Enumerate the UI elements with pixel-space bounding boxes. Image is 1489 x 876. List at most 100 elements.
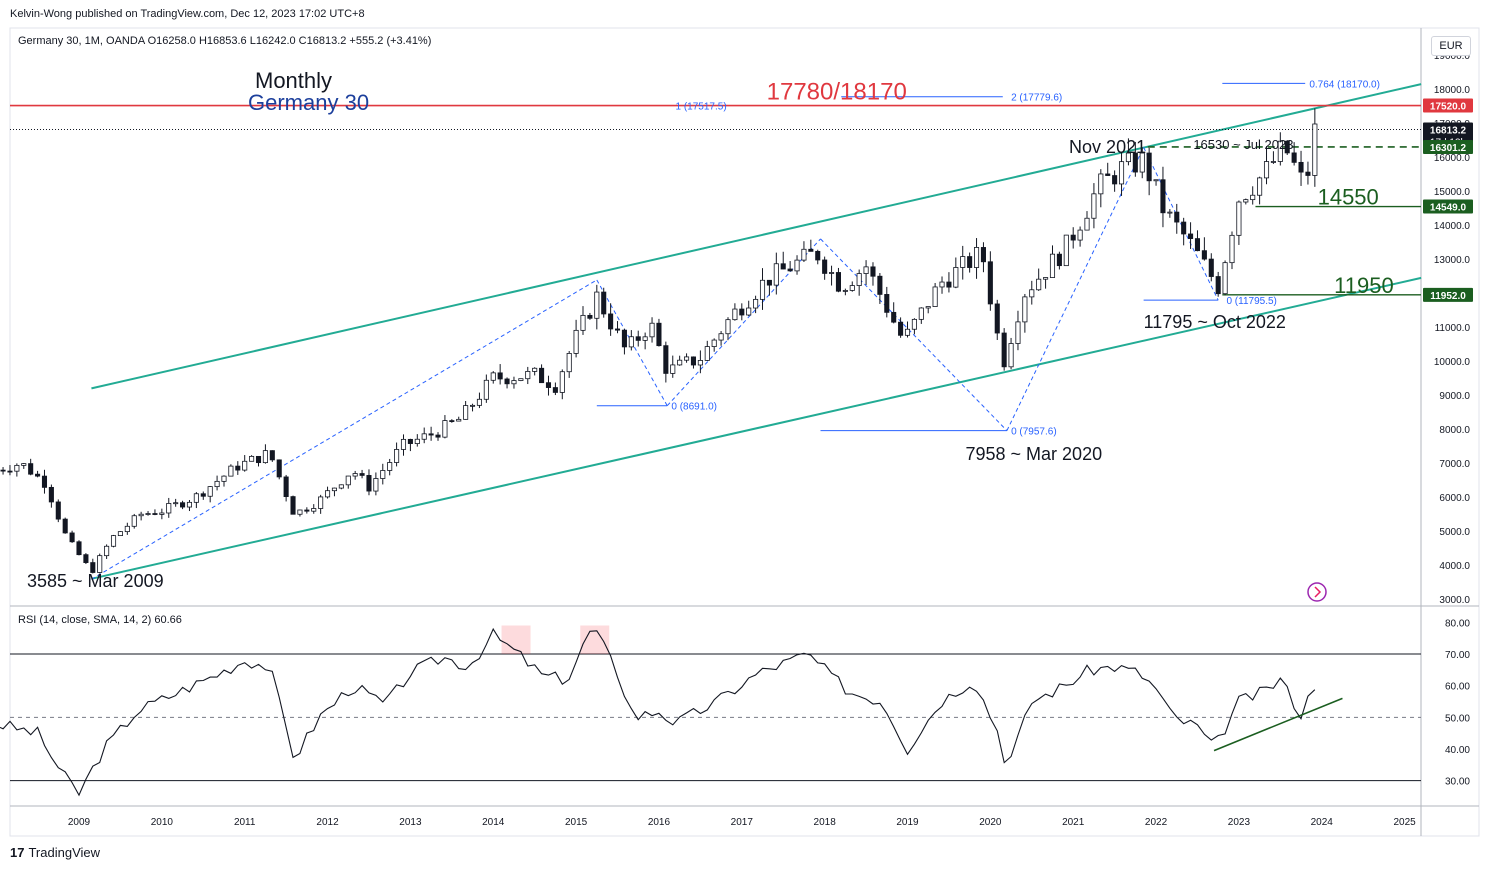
candle-body[interactable] — [953, 267, 959, 288]
candle-body[interactable] — [1208, 258, 1214, 277]
candle-body[interactable] — [110, 535, 117, 547]
candle-body[interactable] — [1167, 211, 1173, 214]
currency-button[interactable]: EUR — [1431, 36, 1471, 56]
candle-body[interactable] — [808, 248, 814, 252]
candle-body[interactable] — [318, 496, 324, 509]
candle-body[interactable] — [1298, 161, 1304, 173]
candle-body[interactable] — [138, 513, 144, 517]
candle-body[interactable] — [1022, 296, 1028, 323]
candle-body[interactable] — [904, 328, 911, 336]
candle-body[interactable] — [76, 541, 82, 556]
candle-body[interactable] — [1312, 123, 1318, 176]
rsi-trendline[interactable] — [1213, 697, 1343, 752]
candle-body[interactable] — [980, 247, 986, 263]
candle-body[interactable] — [476, 398, 482, 406]
candle-body[interactable] — [55, 501, 61, 520]
candle-body[interactable] — [932, 286, 938, 307]
candle-body[interactable] — [449, 420, 455, 422]
candle-body[interactable] — [276, 459, 282, 478]
candle-body[interactable] — [1257, 177, 1263, 196]
symbol-info[interactable]: Germany 30, 1M, OANDA O16258.0 H16853.6 … — [18, 35, 432, 47]
candle-body[interactable] — [1284, 140, 1290, 154]
candle-body[interactable] — [1236, 201, 1242, 236]
candle-body[interactable] — [69, 532, 75, 543]
candle-body[interactable] — [635, 336, 641, 341]
candle-body[interactable] — [1036, 278, 1042, 291]
candle-body[interactable] — [518, 378, 524, 381]
candle-body[interactable] — [221, 475, 227, 482]
candle-body[interactable] — [1008, 343, 1014, 368]
candle-body[interactable] — [628, 336, 634, 348]
candle-body[interactable] — [594, 291, 600, 319]
candle-body[interactable] — [601, 291, 607, 315]
candle-body[interactable] — [421, 433, 427, 440]
candle-body[interactable] — [304, 509, 310, 512]
candle-body[interactable] — [359, 473, 365, 476]
candle-body[interactable] — [856, 273, 862, 286]
candle-body[interactable] — [684, 356, 690, 361]
candle-body[interactable] — [898, 321, 904, 336]
candle-body[interactable] — [766, 279, 772, 286]
candle-body[interactable] — [48, 486, 54, 503]
candle-body[interactable] — [787, 268, 793, 272]
candle-body[interactable] — [511, 380, 517, 385]
candle-body[interactable] — [525, 371, 531, 380]
candle-body[interactable] — [104, 545, 110, 557]
candle-body[interactable] — [704, 346, 710, 361]
candle-body[interactable] — [608, 313, 614, 330]
candle-body[interactable] — [690, 356, 697, 366]
candle-body[interactable] — [366, 475, 372, 492]
candle-body[interactable] — [0, 469, 6, 472]
candle-body[interactable] — [1188, 233, 1194, 239]
candle-body[interactable] — [1146, 152, 1152, 182]
candle-body[interactable] — [1043, 277, 1049, 280]
candle-body[interactable] — [1112, 175, 1118, 185]
candle-body[interactable] — [62, 518, 68, 534]
candle-body[interactable] — [249, 455, 255, 462]
candle-body[interactable] — [773, 263, 779, 286]
candle-body[interactable] — [1098, 173, 1104, 195]
candle-body[interactable] — [649, 322, 655, 338]
candle-body[interactable] — [1139, 152, 1145, 173]
rsi-line[interactable] — [0, 627, 1316, 797]
candle-body[interactable] — [159, 512, 165, 515]
candle-body[interactable] — [483, 379, 489, 400]
candle-body[interactable] — [428, 433, 434, 436]
candle-body[interactable] — [835, 272, 841, 292]
candle-body[interactable] — [28, 463, 34, 475]
candle-body[interactable] — [670, 364, 676, 374]
candle-body[interactable] — [504, 378, 510, 385]
candle-body[interactable] — [1118, 161, 1125, 185]
candle-body[interactable] — [290, 496, 296, 515]
candle-body[interactable] — [152, 513, 158, 515]
candle-body[interactable] — [1201, 250, 1207, 260]
candle-body[interactable] — [338, 484, 344, 489]
candle-body[interactable] — [242, 460, 248, 471]
candle-body[interactable] — [1077, 229, 1083, 241]
candle-body[interactable] — [642, 336, 648, 341]
candle-body[interactable] — [352, 473, 358, 477]
candle-body[interactable] — [7, 470, 13, 473]
candle-body[interactable] — [207, 486, 213, 497]
candle-body[interactable] — [552, 387, 558, 393]
candle-body[interactable] — [884, 294, 890, 313]
candle-body[interactable] — [228, 465, 234, 477]
candle-body[interactable] — [870, 266, 876, 277]
candle-body[interactable] — [911, 318, 917, 330]
candle-body[interactable] — [580, 314, 586, 331]
candle-body[interactable] — [414, 438, 420, 444]
candle-body[interactable] — [131, 515, 137, 527]
candle-body[interactable] — [918, 307, 924, 320]
candle-body[interactable] — [331, 487, 337, 492]
candle-body[interactable] — [621, 329, 627, 348]
candle-body[interactable] — [1222, 262, 1228, 295]
candle-body[interactable] — [1194, 238, 1201, 252]
candle-body[interactable] — [117, 531, 123, 537]
candle-body[interactable] — [1270, 161, 1276, 163]
candle-body[interactable] — [1229, 234, 1235, 264]
candle-body[interactable] — [994, 303, 1000, 334]
candle-body[interactable] — [283, 476, 289, 497]
candle-body[interactable] — [656, 322, 662, 347]
candle-body[interactable] — [849, 285, 855, 291]
candle-body[interactable] — [497, 372, 503, 380]
